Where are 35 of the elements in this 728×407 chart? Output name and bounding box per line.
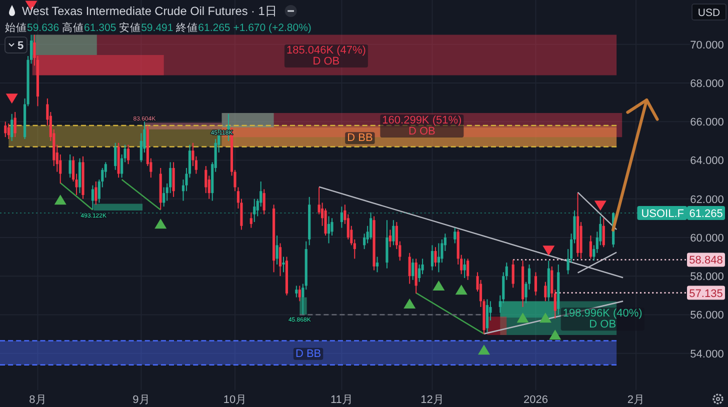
annotation: 5 — [17, 40, 24, 52]
x-tick-label: 10月 — [223, 394, 247, 406]
point — [542, 246, 555, 256]
subtitle: 始値59.636 高値61.305 安値59.491 終値61.265 +1.670 (+2.80%) — [5, 22, 312, 34]
ref-line-label: USOIL.F 61.265 — [641, 208, 723, 220]
title: West Texas Intermediate Crude Oil Futures · 1日 — [22, 4, 277, 18]
y-tick-label: 56.000 — [690, 310, 724, 322]
point — [54, 194, 66, 205]
point — [6, 94, 18, 104]
y-axis-title: USD — [692, 4, 726, 20]
x-tick-label: 9月 — [132, 394, 150, 406]
x-tick-label: 8月 — [29, 394, 46, 406]
y-axis-title: USD — [698, 7, 720, 19]
point — [549, 330, 562, 340]
x-tick-label: 12月 — [420, 394, 444, 406]
point — [432, 280, 445, 291]
y-tick-label: 58.000 — [690, 271, 724, 284]
point — [154, 218, 167, 229]
x-tick-label: 2月 — [627, 394, 645, 406]
point — [539, 312, 552, 323]
point — [516, 312, 529, 323]
point — [404, 298, 416, 309]
y-tick-label: 70.000 — [690, 39, 724, 52]
y-tick-label: 64.000 — [690, 155, 724, 168]
x-tick-label: 11月 — [330, 394, 353, 406]
x-tick-label: 2026 — [523, 394, 548, 406]
point — [478, 344, 490, 355]
y-tick-label: 62.000 — [690, 194, 724, 206]
y-tick-label: 54.000 — [690, 348, 724, 360]
y-tick-label: 68.000 — [690, 78, 724, 90]
point — [594, 200, 606, 211]
point — [455, 284, 468, 295]
annotation: 5 — [4, 36, 28, 54]
y-tick-label: 60.000 — [690, 232, 724, 244]
y-tick-label: 66.000 — [690, 116, 724, 129]
